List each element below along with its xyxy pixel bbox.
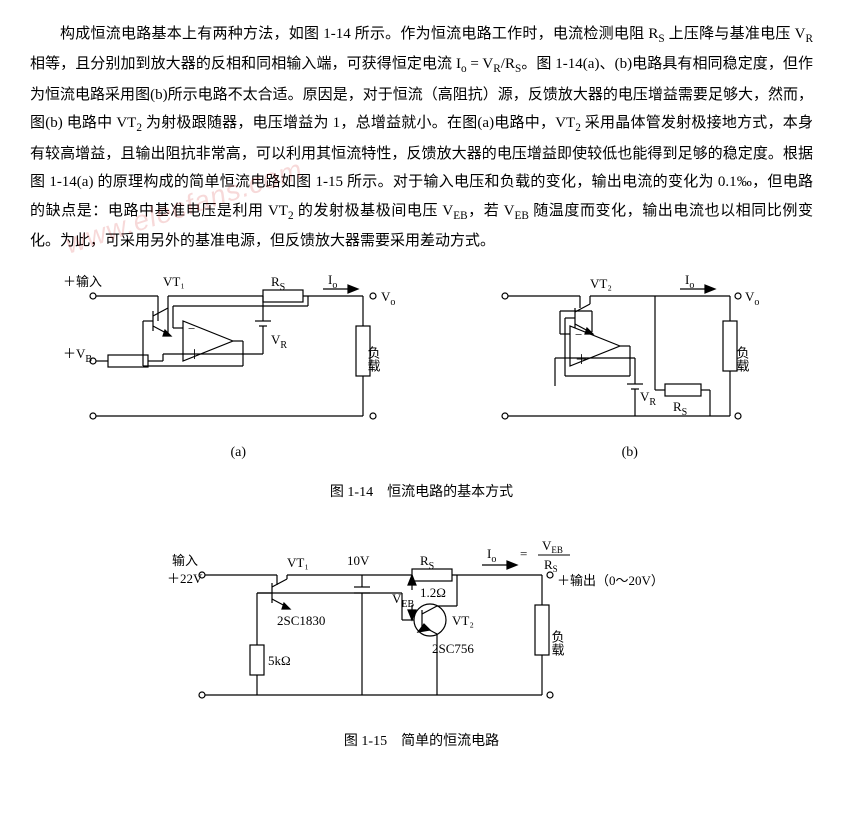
circuit-15-svg: 输入 ＋22V VT₁ 10V RS 1.2Ω 5kΩ 2SC1830 VEB … <box>162 525 682 715</box>
svg-text:=: = <box>520 546 527 561</box>
t: = <box>520 546 527 561</box>
t: o <box>689 280 694 291</box>
caption-1-14: 图 1-14 恒流电路的基本方式 <box>30 480 813 507</box>
t: 为射极跟随器，电压增益为 1，总增益就小。在图(a)电路中，VT <box>142 115 575 131</box>
t: S <box>428 561 434 572</box>
t: o <box>333 280 338 291</box>
svg-text:VEB: VEB <box>392 591 414 610</box>
t: R <box>544 557 553 572</box>
t: R <box>271 274 280 289</box>
svg-text:VR: VR <box>640 389 656 408</box>
label-vt2: VT₂ <box>452 613 474 628</box>
svg-text:VR: VR <box>271 332 287 351</box>
label-vt2part: 2SC756 <box>432 641 474 656</box>
caption-1-15: 图 1-15 简单的恒流电路 <box>30 729 813 756</box>
label-vt1part: 2SC1830 <box>277 613 325 628</box>
svg-text:Io: Io <box>487 546 496 565</box>
circuit-a-svg: − ＋ <box>63 266 413 436</box>
figlabel-b: (b) <box>480 440 780 467</box>
label-5k: 5kΩ <box>268 653 291 668</box>
t: S <box>280 282 286 293</box>
svg-text:＋: ＋ <box>575 352 588 367</box>
label-rsval: 1.2Ω <box>420 585 446 600</box>
t: R <box>493 63 501 75</box>
label-load: 负载 <box>549 630 564 657</box>
svg-text:Io: Io <box>685 272 694 291</box>
label-input: ＋输入 <box>63 274 102 289</box>
t: o <box>491 554 496 565</box>
t: R <box>420 553 429 568</box>
t: ＋V <box>63 346 86 361</box>
svg-text:RS: RS <box>673 399 687 418</box>
t: 的发射极基极间电压 V <box>294 203 454 219</box>
t: 构成恒流电路基本上有两种方法，如图 1-14 所示。作为恒流电路工作时，电流检测… <box>60 26 658 42</box>
t: ，若 V <box>468 203 515 219</box>
label-vt1: VT₁ <box>163 274 185 289</box>
t: R <box>805 33 813 45</box>
label-load: 负载 <box>366 346 381 373</box>
t: EB <box>515 210 529 222</box>
circuit-b-svg: − ＋ VT₂ Io Vo VR RS 负载 <box>480 266 780 436</box>
t: /R <box>501 56 515 72</box>
label-input: 输入 <box>172 553 198 568</box>
t: EB <box>453 210 467 222</box>
t: B <box>86 354 93 365</box>
figlabel-a: (a) <box>63 440 413 467</box>
svg-text:VEB: VEB <box>542 538 563 555</box>
label-vt1: VT₁ <box>287 555 309 570</box>
svg-text:Vo: Vo <box>745 289 759 308</box>
t: R <box>649 397 656 408</box>
svg-text:−: − <box>575 327 582 342</box>
label-10v: 10V <box>347 553 370 568</box>
t: R <box>673 399 682 414</box>
t: R <box>281 340 288 351</box>
t: o <box>391 297 396 308</box>
body-paragraph: 构成恒流电路基本上有两种方法，如图 1-14 所示。作为恒流电路工作时，电流检测… <box>30 20 813 256</box>
t: = V <box>467 56 494 72</box>
label-load: 负载 <box>734 346 749 373</box>
figure-1-14b: − ＋ VT₂ Io Vo VR RS 负载 (b) <box>480 266 780 467</box>
figure-1-14a: − ＋ <box>63 266 413 467</box>
figure-1-14: − ＋ <box>30 266 813 467</box>
t: 上压降与基准电压 V <box>665 26 806 42</box>
label-inv: ＋22V <box>167 571 203 586</box>
t: EB <box>401 599 414 610</box>
t: 相等，且分别加到放大器的反相和同相输入端，可获得恒定电流 I <box>30 56 461 72</box>
svg-text:Vo: Vo <box>381 289 395 308</box>
svg-text:＋VB: ＋VB <box>63 346 92 365</box>
label-vt2: VT₂ <box>590 276 612 291</box>
label-out: ＋输出（0～20V） <box>557 573 664 588</box>
t: EB <box>551 545 563 555</box>
svg-text:−: − <box>188 321 195 336</box>
t: o <box>754 297 759 308</box>
svg-text:Io: Io <box>328 272 337 291</box>
t: S <box>681 407 687 418</box>
figure-1-15: 输入 ＋22V VT₁ 10V RS 1.2Ω 5kΩ 2SC1830 VEB … <box>30 525 813 715</box>
svg-text:RS: RS <box>544 557 558 574</box>
